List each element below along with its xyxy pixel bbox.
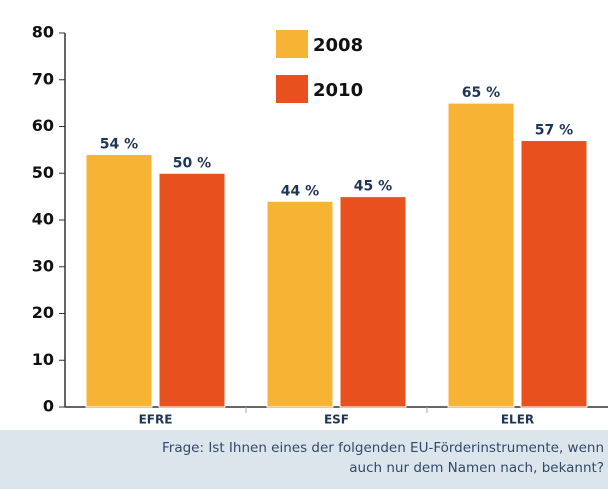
value-label: 50 % [173,155,211,171]
value-label: 45 % [354,179,392,195]
legend-label: 2008 [313,35,363,56]
y-tick-label: 20 [32,303,54,322]
y-tick-label: 30 [32,256,54,275]
x-tick-label: ESF [324,413,349,427]
y-tick-label: 50 [32,163,54,182]
y-tick-label: 70 [32,69,54,88]
y-tick-label: 0 [43,397,54,416]
caption: auch nur dem Namen nach, bekannt? [349,460,604,476]
y-tick-label: 40 [32,210,54,229]
value-label: 44 % [281,183,319,199]
bar [266,200,334,408]
value-label: 54 % [100,137,138,153]
legend-swatch [276,30,308,58]
y-tick-label: 80 [32,23,54,42]
bar [447,102,515,408]
x-tick-label: ELER [501,413,534,427]
legend-swatch [276,75,308,103]
y-tick-label: 60 [32,116,54,135]
caption-panel [0,430,608,489]
caption: Frage: Ist Ihnen eines der folgenden EU-… [162,440,604,456]
bar [520,140,588,408]
legend-label: 2010 [313,80,363,101]
x-tick-label: EFRE [139,413,173,427]
value-label: 57 % [535,123,573,139]
y-tick-label: 10 [32,350,54,369]
bar [158,172,226,408]
bar [85,154,153,408]
value-label: 65 % [462,85,500,101]
bar [339,196,407,408]
